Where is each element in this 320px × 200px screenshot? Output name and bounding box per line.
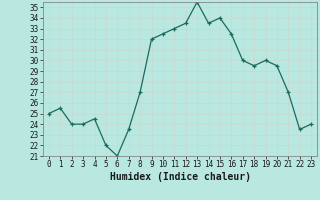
X-axis label: Humidex (Indice chaleur): Humidex (Indice chaleur) — [109, 172, 251, 182]
